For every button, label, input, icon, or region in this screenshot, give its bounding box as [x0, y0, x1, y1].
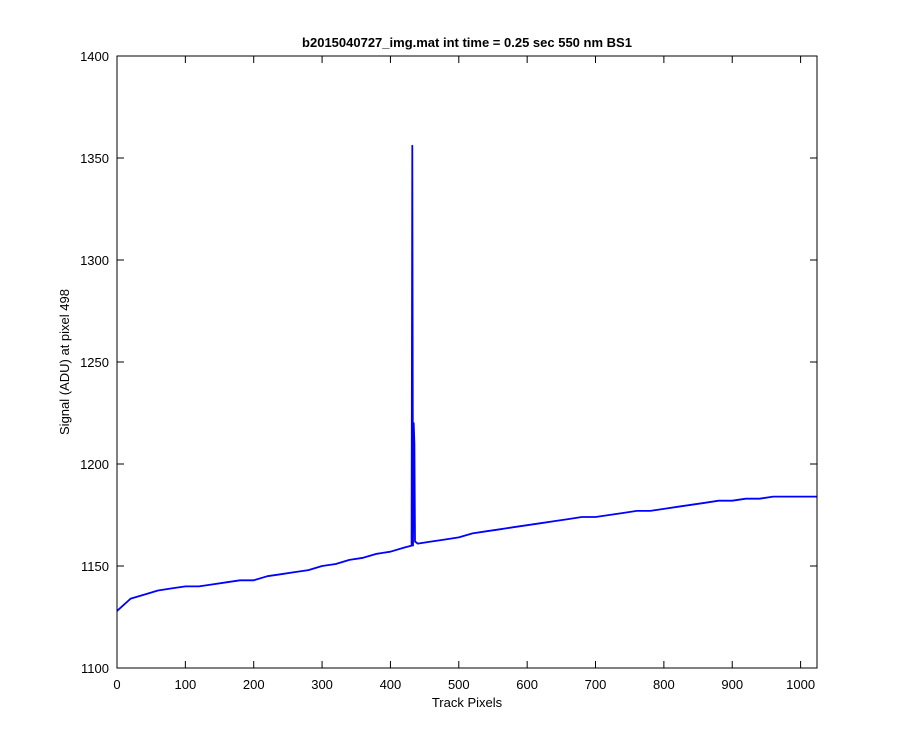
x-tick-label: 0 [113, 677, 120, 692]
y-tick-label: 1200 [80, 457, 109, 472]
x-tick-label: 200 [243, 677, 265, 692]
x-tick-label: 400 [380, 677, 402, 692]
x-axis-ticks: 0 100 200 300 400 500 600 700 800 900 1000 [113, 56, 815, 692]
y-tick-label: 1100 [81, 661, 109, 676]
series-line [116, 144, 817, 612]
x-tick-label: 800 [653, 677, 675, 692]
y-tick-label: 1350 [80, 151, 109, 166]
y-tick-label: 1400 [80, 49, 109, 64]
chart-title: b2015040727_img.mat int time = 0.25 sec … [302, 35, 632, 50]
x-axis-label: Track Pixels [432, 695, 503, 710]
y-tick-label: 1150 [81, 559, 109, 574]
x-tick-label: 900 [721, 677, 743, 692]
series-layer [116, 144, 817, 612]
y-axis-label: Signal (ADU) at pixel 498 [57, 289, 72, 435]
y-tick-label: 1300 [80, 253, 109, 268]
x-tick-label: 300 [311, 677, 333, 692]
x-tick-label: 700 [585, 677, 607, 692]
x-tick-label: 1000 [786, 677, 815, 692]
y-tick-label: 1250 [80, 355, 109, 370]
x-tick-label: 500 [448, 677, 470, 692]
x-tick-label: 100 [175, 677, 197, 692]
x-tick-label: 600 [516, 677, 538, 692]
y-axis-ticks: 1100 1150 1200 1250 1300 1350 1400 [80, 49, 817, 676]
